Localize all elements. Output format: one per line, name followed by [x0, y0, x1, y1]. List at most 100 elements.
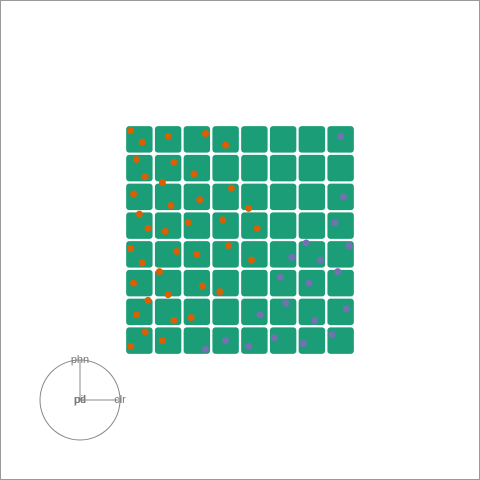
point	[327, 154, 354, 182]
point	[154, 183, 182, 211]
point	[241, 154, 268, 182]
point	[199, 282, 207, 290]
point	[154, 327, 182, 354]
point	[298, 154, 326, 182]
point	[345, 242, 353, 250]
point	[269, 212, 297, 239]
point	[216, 288, 224, 296]
point	[183, 269, 211, 297]
point	[269, 298, 297, 326]
point	[241, 212, 268, 239]
point	[161, 227, 169, 235]
point	[126, 298, 153, 326]
point	[190, 170, 198, 178]
point	[241, 327, 268, 354]
point	[187, 314, 195, 322]
point	[126, 269, 153, 297]
point	[302, 239, 310, 247]
axis-label: phn	[71, 354, 89, 366]
point	[158, 337, 166, 345]
point	[311, 317, 319, 324]
point	[334, 268, 342, 276]
point	[212, 269, 239, 297]
point	[327, 327, 354, 354]
point	[127, 342, 135, 350]
point	[183, 154, 211, 182]
point	[126, 327, 153, 354]
point	[245, 342, 253, 350]
point	[331, 219, 339, 227]
point	[256, 311, 264, 319]
point	[126, 183, 153, 211]
point	[154, 212, 182, 239]
point	[340, 193, 347, 201]
point	[212, 212, 239, 239]
point	[245, 204, 253, 212]
point	[298, 126, 326, 153]
point	[327, 269, 354, 297]
point	[164, 291, 172, 299]
point	[164, 133, 172, 140]
point	[241, 126, 268, 153]
point	[212, 241, 239, 268]
point	[269, 269, 297, 297]
point	[241, 241, 268, 268]
point	[144, 296, 152, 304]
point	[298, 327, 326, 354]
point	[269, 183, 297, 211]
point	[126, 212, 153, 239]
point	[276, 273, 284, 281]
point	[130, 279, 138, 287]
point	[184, 219, 192, 227]
point	[248, 256, 255, 264]
point	[269, 327, 297, 354]
point	[253, 225, 261, 232]
point	[183, 212, 211, 239]
point	[327, 298, 354, 326]
point	[219, 216, 227, 224]
point	[227, 184, 235, 192]
point	[141, 328, 149, 336]
point	[135, 210, 143, 218]
point	[144, 225, 152, 232]
point	[196, 196, 204, 204]
point	[158, 179, 166, 186]
point	[167, 202, 175, 209]
point	[298, 183, 326, 211]
point	[138, 138, 146, 146]
point	[269, 126, 297, 153]
point	[337, 133, 345, 140]
point	[271, 334, 278, 342]
point	[298, 212, 326, 239]
point	[202, 345, 209, 353]
point	[212, 154, 239, 182]
point	[193, 250, 201, 258]
point	[225, 242, 232, 250]
point	[222, 337, 230, 345]
point	[317, 256, 324, 264]
point	[282, 299, 290, 307]
point	[170, 158, 178, 166]
point	[202, 130, 209, 138]
point	[183, 298, 211, 326]
point	[212, 298, 239, 326]
point	[156, 268, 163, 276]
point	[183, 183, 211, 211]
point	[342, 305, 350, 313]
point	[170, 317, 178, 324]
point	[154, 298, 182, 326]
point	[327, 212, 354, 239]
point	[269, 241, 297, 268]
point	[133, 156, 140, 163]
point	[133, 311, 140, 319]
point	[154, 241, 182, 268]
point	[154, 269, 182, 297]
point	[212, 126, 239, 153]
point	[130, 190, 138, 198]
point	[241, 298, 268, 326]
point	[299, 340, 307, 347]
point	[212, 183, 239, 211]
point	[183, 126, 211, 153]
